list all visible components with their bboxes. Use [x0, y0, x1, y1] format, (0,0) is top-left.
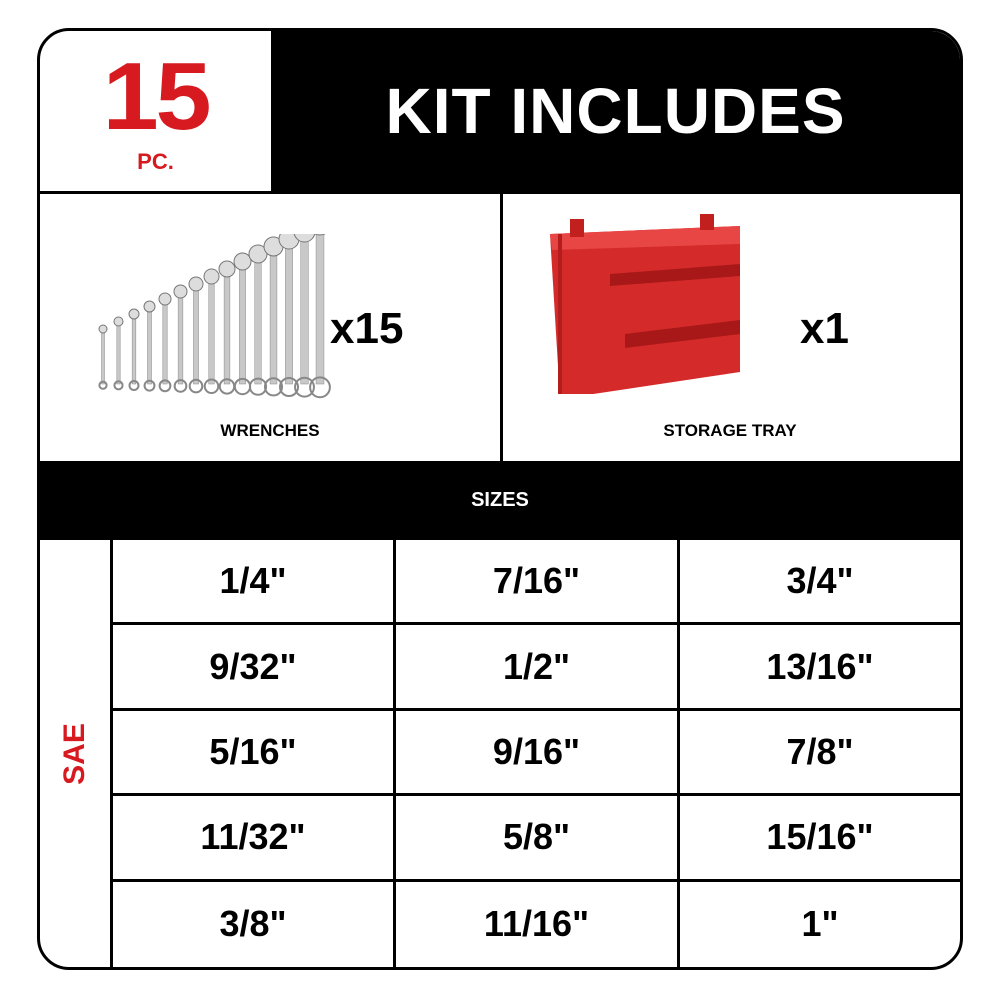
size-cell: 5/16"	[113, 710, 396, 797]
wrench-open-end	[113, 380, 124, 391]
size-cell: 9/32"	[113, 625, 396, 711]
wrench-icon	[300, 234, 309, 385]
item-quantity: x1	[800, 304, 849, 353]
wrench-ring-end	[173, 284, 188, 299]
wrench-icon	[269, 246, 278, 385]
wrench-icon	[239, 261, 246, 385]
standard-label: SAE	[40, 540, 113, 967]
wrench-icon	[208, 276, 215, 385]
size-cell: 13/16"	[680, 625, 960, 711]
wrench-open-end	[279, 377, 299, 397]
wrench-ring-end	[188, 276, 204, 292]
wrench-open-end	[98, 380, 108, 390]
wrench-ring-end	[128, 308, 140, 320]
wrench-icon	[315, 234, 325, 385]
piece-count-number: 15	[102, 43, 212, 150]
wrench-ring-end	[314, 234, 326, 236]
kit-infographic: 15 PC. KIT INCLUDES x15 WRENCHES x1 STOR…	[37, 28, 963, 970]
standard-label-text: SAE	[58, 722, 91, 785]
piece-count-unit: PC.	[137, 149, 174, 174]
size-cell: 9/16"	[396, 710, 680, 797]
wrench-open-end	[173, 379, 188, 393]
wrench-icon	[177, 291, 184, 385]
size-cell: 3/4"	[680, 540, 960, 626]
wrench-icon	[285, 238, 293, 385]
kit-items: x15 WRENCHES x1 STORAGE TRAY	[40, 191, 960, 461]
size-cell: 11/16"	[396, 881, 680, 967]
wrench-icon	[223, 268, 231, 385]
size-cell: 7/8"	[680, 711, 960, 797]
sizes-table: SAE 1/4" 7/16" 3/4" 9/32" 1/2" 13/16" 5/16" 9/1…	[40, 540, 960, 967]
size-cell: 1/4"	[113, 540, 396, 626]
sizes-grid: 1/4" 7/16" 3/4" 9/32" 1/2" 13/16" 5/16" 9/16" 7/…	[113, 540, 960, 967]
piece-count: 15 PC.	[40, 31, 271, 191]
wrench-open-end	[143, 379, 156, 392]
wrench-ring-end	[98, 324, 108, 334]
size-cell: 15/16"	[680, 796, 960, 882]
wrench-open-end	[203, 378, 220, 394]
wrench-ring-end	[218, 260, 236, 278]
wrench-icon	[147, 306, 152, 385]
wrench-ring-end	[203, 268, 220, 285]
wrench-open-end	[248, 377, 268, 396]
wrench-open-end	[294, 376, 315, 398]
wrench-icon	[101, 328, 105, 385]
size-cell: 1"	[801, 903, 839, 945]
wrench-open-end	[158, 379, 172, 393]
size-cell: 1/2"	[396, 625, 680, 711]
wrench-ring-end	[143, 300, 156, 313]
item-label: STORAGE TRAY	[663, 421, 797, 440]
wrench-ring-end	[113, 316, 124, 327]
wrench-open-end	[188, 378, 204, 394]
wrench-open-end	[309, 376, 331, 399]
size-cell: 7/16"	[396, 540, 680, 626]
wrench-icon	[116, 321, 121, 385]
size-cell: 5/8"	[396, 796, 680, 882]
wrench-ring-end	[293, 234, 316, 243]
wrench-icon	[162, 298, 168, 385]
item-label: WRENCHES	[220, 421, 320, 440]
wrench-icon	[131, 313, 137, 385]
sizes-header: SIZES	[40, 461, 960, 540]
item-wrenches: x15 WRENCHES	[40, 194, 503, 461]
storage-tray-image	[550, 214, 740, 394]
wrench-ring-end	[158, 292, 172, 306]
item-storage-tray: x1 STORAGE TRAY	[500, 194, 960, 461]
wrench-open-end	[263, 377, 284, 397]
size-cell: 3/8"	[113, 881, 396, 967]
wrench-ring-end	[233, 252, 252, 271]
wrench-set-image	[98, 234, 331, 399]
wrench-open-end	[128, 380, 140, 391]
page-title: KIT INCLUDES	[271, 31, 960, 191]
wrench-icon	[254, 253, 262, 385]
size-cell: 11/32"	[113, 796, 396, 882]
wrench-icon	[193, 283, 199, 385]
item-quantity: x15	[330, 304, 404, 353]
